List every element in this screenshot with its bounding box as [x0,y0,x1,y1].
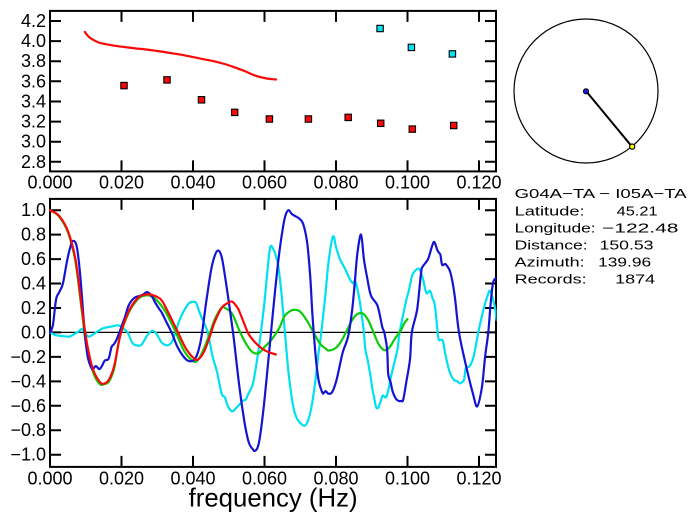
svg-text:3.2: 3.2 [21,112,46,132]
svg-text:−0.8: −0.8 [10,420,46,440]
svg-text:139.96: 139.96 [598,255,651,270]
svg-text:frequency (Hz): frequency (Hz) [189,483,358,513]
svg-text:−1.0: −1.0 [10,445,46,465]
svg-text:0.0: 0.0 [21,322,46,342]
svg-text:Records:: Records: [515,272,587,287]
svg-text:Distance:: Distance: [515,238,588,253]
svg-text:0.080: 0.080 [313,173,358,193]
svg-text:150.53: 150.53 [600,238,654,253]
svg-text:3.0: 3.0 [21,132,46,152]
svg-text:1.0: 1.0 [21,200,46,220]
svg-text:0.2: 0.2 [21,298,46,318]
svg-text:4.0: 4.0 [21,31,46,51]
svg-text:4.2: 4.2 [21,11,46,31]
svg-text:3.8: 3.8 [21,51,46,71]
svg-text:Latitude:: Latitude: [515,203,585,218]
svg-text:−0.2: −0.2 [10,347,46,367]
svg-text:0.6: 0.6 [21,249,46,269]
svg-text:0.080: 0.080 [313,469,358,489]
svg-text:0.100: 0.100 [385,173,430,193]
svg-text:3.6: 3.6 [21,71,46,91]
svg-text:−122.48: −122.48 [602,220,679,235]
svg-text:0.4: 0.4 [21,274,46,294]
svg-text:0.100: 0.100 [385,469,430,489]
svg-text:0.120: 0.120 [456,173,501,193]
svg-text:0.020: 0.020 [99,469,144,489]
svg-text:0.000: 0.000 [27,173,72,193]
svg-text:0.020: 0.020 [99,173,144,193]
svg-text:1874: 1874 [615,272,655,287]
svg-text:Azimuth:: Azimuth: [515,255,585,270]
svg-text:0.060: 0.060 [242,173,287,193]
svg-text:0.000: 0.000 [27,469,72,489]
svg-text:Longitude:: Longitude: [515,220,596,235]
svg-text:0.040: 0.040 [170,469,215,489]
svg-text:0.120: 0.120 [456,469,501,489]
svg-text:0.8: 0.8 [21,225,46,245]
svg-text:3.4: 3.4 [21,92,46,112]
svg-text:−0.4: −0.4 [10,371,46,391]
svg-text:2.8: 2.8 [21,152,46,172]
svg-text:G04A−TA − I05A−TA: G04A−TA − I05A−TA [515,186,687,201]
svg-text:0.060: 0.060 [242,469,287,489]
svg-text:0.040: 0.040 [170,173,215,193]
svg-text:45.21: 45.21 [617,203,658,218]
svg-text:−0.6: −0.6 [10,396,46,416]
